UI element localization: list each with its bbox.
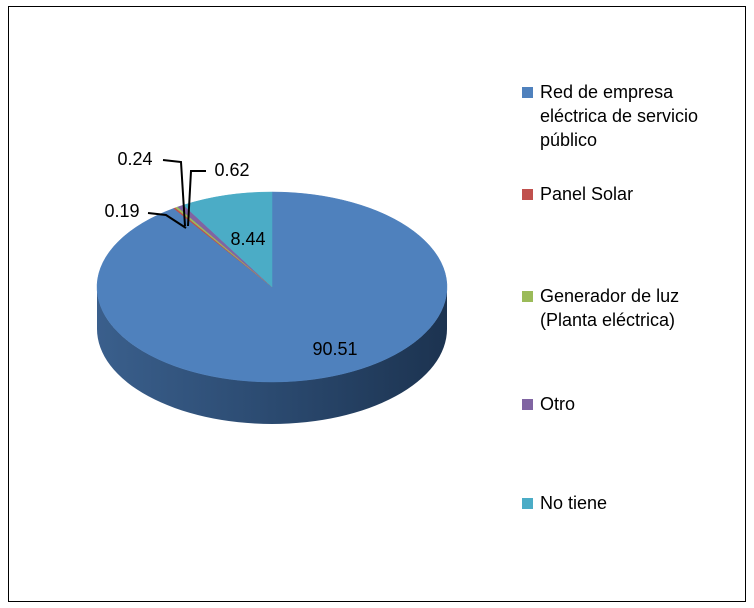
legend-swatch — [522, 399, 533, 410]
pie-side — [97, 287, 447, 424]
legend-swatch — [522, 189, 533, 200]
data-label: 0.24 — [117, 149, 152, 169]
leader-line — [147, 212, 187, 229]
data-label: 0.62 — [214, 160, 249, 180]
data-label: 90.51 — [312, 339, 357, 359]
legend-label: No tiene — [540, 493, 608, 513]
legend-label: Red de empresa eléctrica de servicio púb… — [540, 82, 699, 150]
legend-label: Panel Solar — [540, 184, 634, 204]
legend-item: No tiene — [522, 491, 737, 515]
legend-swatch — [522, 498, 533, 509]
leader-lines — [147, 159, 206, 229]
legend-item: Red de empresa eléctrica de servicio púb… — [522, 80, 737, 152]
leader-line — [187, 170, 206, 227]
data-label: 0.19 — [104, 201, 139, 221]
legend-label: Otro — [540, 394, 576, 414]
data-label: 8.44 — [230, 229, 265, 249]
pie-slice — [183, 191, 273, 288]
leader-line — [162, 159, 186, 227]
legend-swatch — [522, 291, 533, 302]
legend-label: Generador de luz (Planta eléctrica) — [540, 286, 680, 330]
chart-frame — [8, 6, 746, 602]
legend-swatch — [522, 87, 533, 98]
legend-item: Otro — [522, 392, 737, 416]
legend-item: Panel Solar — [522, 182, 737, 206]
legend-item: Generador de luz (Planta eléctrica) — [522, 284, 737, 332]
